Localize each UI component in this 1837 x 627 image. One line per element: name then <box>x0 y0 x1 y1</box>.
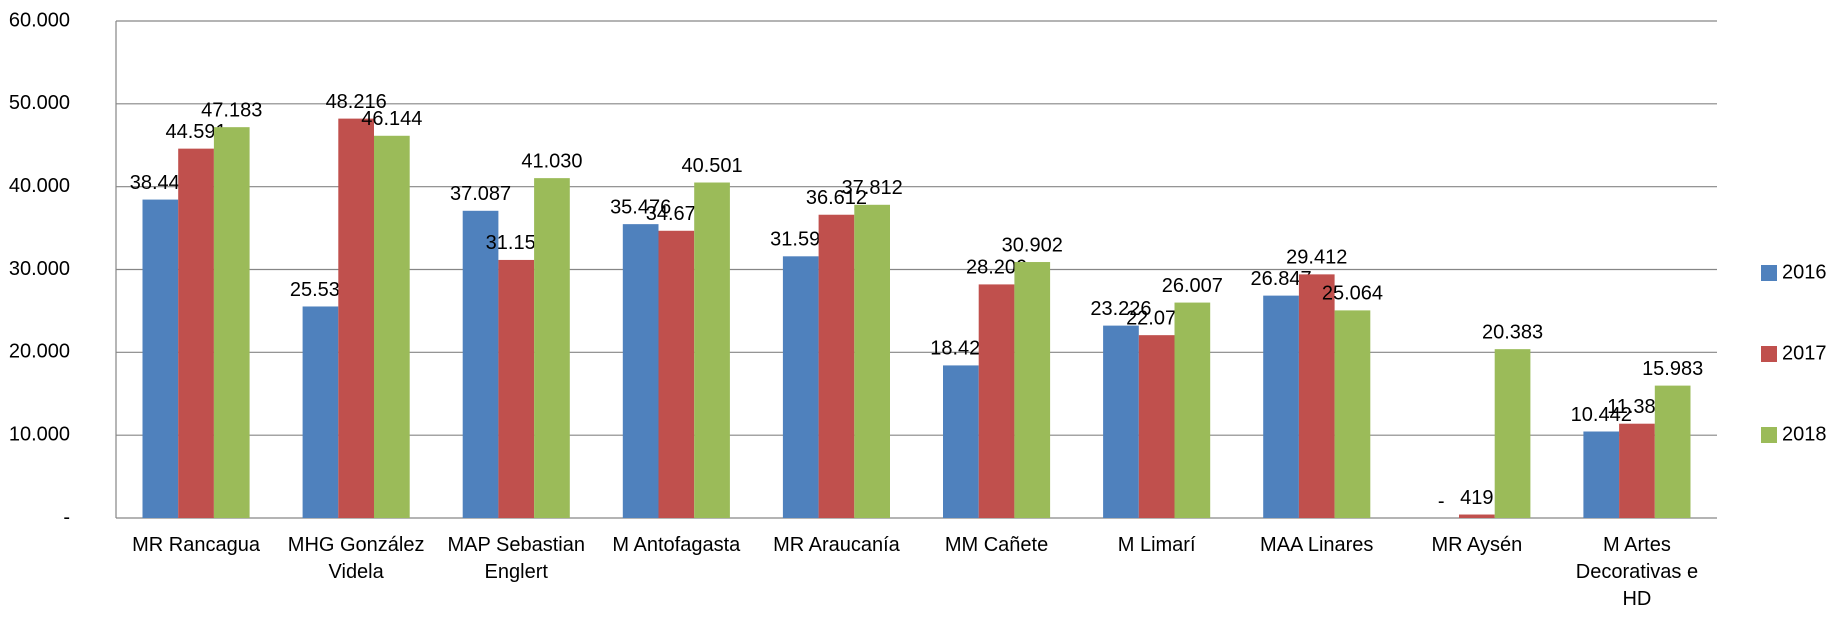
legend-swatch <box>1761 346 1777 362</box>
value-label: 34.675 <box>646 203 707 225</box>
bar <box>1654 385 1691 518</box>
bar <box>1174 302 1211 518</box>
legend-label: 2016 <box>1782 261 1827 283</box>
value-label: 40.501 <box>681 155 742 177</box>
bar <box>1014 262 1051 518</box>
x-tick-label: M Antofagasta <box>612 534 741 556</box>
value-label: 26.847 <box>1250 268 1311 290</box>
value-label: - <box>1438 490 1445 512</box>
value-label: 29.412 <box>1286 247 1347 269</box>
bar <box>302 306 339 518</box>
bar <box>374 135 410 518</box>
bar <box>462 210 499 518</box>
value-label: 31.154 <box>486 232 547 254</box>
value-label: 37.812 <box>842 177 903 199</box>
bar <box>622 224 659 518</box>
bar <box>1334 310 1371 518</box>
bar <box>1103 325 1139 518</box>
bar <box>1263 295 1299 518</box>
x-tick-label: MR Araucanía <box>773 534 900 556</box>
value-label: 31.592 <box>770 229 831 251</box>
legend-swatch <box>1761 427 1777 443</box>
bar <box>782 256 819 518</box>
y-tick-label: 50.000 <box>9 92 70 114</box>
x-tick-label: MM Cañete <box>944 534 1049 556</box>
value-label: 26.007 <box>1162 275 1223 297</box>
bar <box>1583 431 1620 518</box>
y-tick-label: - <box>63 506 70 528</box>
value-label: 15.983 <box>1642 358 1703 380</box>
bar <box>1494 349 1531 518</box>
bar <box>818 214 855 519</box>
value-label: 41.030 <box>521 150 582 172</box>
legend-swatch <box>1761 265 1777 281</box>
value-label: 48.216 <box>326 91 387 113</box>
value-label: 20.383 <box>1482 321 1543 343</box>
bar <box>1298 274 1335 518</box>
value-label: 22.073 <box>1126 307 1187 329</box>
value-label: 25.064 <box>1322 283 1383 305</box>
value-label: 47.183 <box>201 99 262 121</box>
bar <box>534 178 570 518</box>
y-tick-label: 10.000 <box>9 423 70 445</box>
x-tick-label: MAA Linares <box>1260 534 1374 556</box>
bar <box>943 365 979 518</box>
value-label: 35.476 <box>610 196 671 218</box>
bar <box>142 199 179 518</box>
x-tick-label: M Artes Decorativas e HD <box>1575 534 1699 610</box>
bar <box>854 204 890 519</box>
bar <box>694 182 730 518</box>
value-label: 10.442 <box>1571 404 1632 426</box>
x-tick-label: M Limarí <box>1117 534 1196 556</box>
bar <box>978 284 1015 518</box>
value-label: 36.612 <box>806 187 867 209</box>
value-label: 23.226 <box>1090 298 1151 320</box>
bar <box>1619 423 1655 518</box>
value-label: 30.902 <box>1002 234 1063 256</box>
bar <box>178 148 214 518</box>
x-tick-label: MHG González Videla <box>287 534 425 583</box>
y-tick-label: 20.000 <box>9 341 70 363</box>
legend-label: 2017 <box>1782 342 1827 364</box>
legend-label: 2018 <box>1782 423 1827 445</box>
bar <box>498 259 535 518</box>
bar <box>658 230 695 518</box>
value-label: 11.385 <box>1607 396 1667 418</box>
value-label: 44.591 <box>165 121 226 143</box>
x-tick-label: MAP Sebastian Englert <box>447 534 585 583</box>
bar <box>213 127 250 518</box>
value-label: 25.536 <box>290 279 351 301</box>
y-tick-label: 40.000 <box>9 175 70 197</box>
bar <box>1138 335 1175 518</box>
bar <box>338 118 374 518</box>
value-label: 18.421 <box>930 338 991 360</box>
value-label: 46.144 <box>361 108 422 130</box>
y-tick-label: 60.000 <box>9 9 70 31</box>
bar <box>1459 514 1495 518</box>
y-tick-label: 30.000 <box>9 258 70 280</box>
value-label: 419 <box>1460 487 1493 509</box>
value-label: 37.087 <box>450 183 511 205</box>
value-label: 28.200 <box>966 257 1027 279</box>
x-tick-label: MR Aysén <box>1431 534 1523 556</box>
x-tick-label: MR Rancagua <box>132 534 260 556</box>
value-label: 38.441 <box>130 172 191 194</box>
